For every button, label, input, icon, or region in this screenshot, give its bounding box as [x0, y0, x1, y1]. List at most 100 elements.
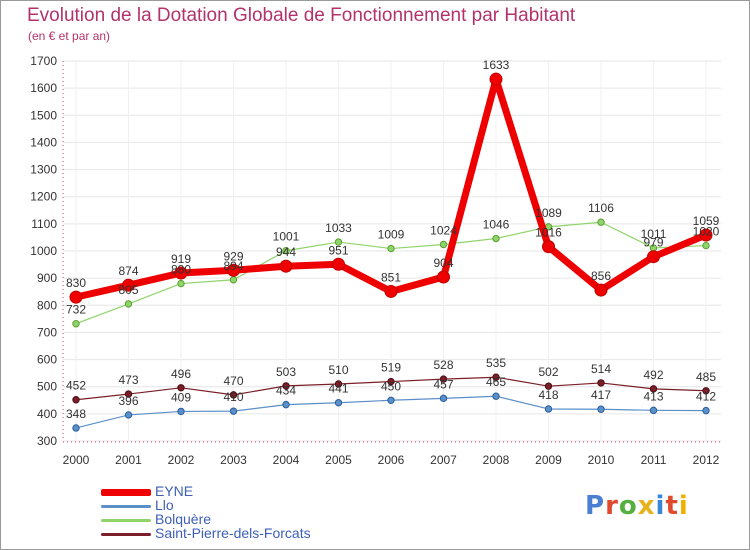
data-label: 894: [223, 259, 243, 273]
data-label: 450: [381, 379, 401, 393]
logo-letter: i: [655, 491, 666, 521]
data-label: 1059: [693, 214, 720, 228]
data-label: 535: [486, 356, 506, 370]
data-label: 396: [118, 394, 138, 408]
y-tick-label: 600: [37, 353, 57, 367]
data-point: [439, 240, 448, 249]
legend-item: Bolquère: [101, 511, 361, 527]
data-label: 452: [66, 379, 86, 393]
data-point: [597, 218, 605, 226]
x-tick-label: 2003: [220, 453, 247, 467]
data-label: 441: [328, 382, 348, 396]
logo-letter: o: [618, 491, 638, 521]
data-label: 409: [171, 390, 191, 404]
data-label: 473: [118, 373, 138, 387]
data-label: 502: [538, 365, 558, 379]
data-label: 1020: [693, 225, 720, 239]
legend-swatch: [101, 518, 151, 522]
data-label: 951: [328, 243, 348, 257]
data-label: 1009: [378, 228, 405, 242]
legend-item: Saint-Pierre-dels-Forcats: [101, 525, 361, 541]
data-label: 1046: [483, 218, 510, 232]
data-point: [72, 320, 80, 328]
data-label: 496: [171, 367, 191, 381]
data-point: [334, 399, 343, 407]
legend-label: Bolquère: [155, 511, 212, 527]
x-tick-label: 2009: [535, 453, 562, 467]
data-point: [597, 405, 605, 413]
legend-swatch: [101, 488, 151, 496]
data-point: [279, 259, 293, 273]
data-point: [649, 406, 658, 415]
data-label: 732: [66, 303, 86, 317]
data-label: 856: [591, 269, 611, 283]
data-label: 465: [486, 375, 506, 389]
y-tick-label: 1200: [30, 190, 57, 204]
data-label: 1633: [483, 58, 510, 72]
data-label: 528: [433, 358, 453, 372]
logo-letter: i: [678, 491, 689, 521]
data-label: 413: [643, 389, 663, 403]
y-tick-label: 700: [37, 325, 57, 339]
y-tick-label: 1300: [30, 163, 57, 177]
data-point: [177, 384, 185, 392]
y-tick-label: 1000: [30, 244, 57, 258]
data-label: 434: [276, 384, 296, 398]
data-label: 979: [643, 236, 663, 250]
data-label: 492: [643, 368, 663, 382]
data-point: [72, 396, 80, 404]
chart-title: Evolution de la Dotation Globale de Fonc…: [27, 5, 576, 26]
data-point: [227, 263, 240, 277]
data-label: 485: [696, 370, 716, 384]
data-point: [702, 406, 710, 415]
logo-letter: t: [665, 491, 679, 521]
y-tick-label: 1500: [30, 108, 57, 122]
y-tick-label: 1100: [31, 217, 57, 231]
data-label: 1033: [325, 221, 352, 235]
x-tick-label: 2007: [430, 453, 457, 467]
data-point: [437, 270, 450, 284]
data-label: 851: [381, 270, 401, 284]
data-point: [702, 387, 710, 395]
data-point: [174, 266, 188, 280]
chart-subtitle: (en € et par an): [28, 29, 111, 43]
proxiti-logo: Proxiti: [585, 491, 689, 521]
x-tick-label: 2000: [63, 453, 90, 467]
legend-label: Llo: [155, 497, 174, 513]
data-point: [229, 407, 238, 415]
data-label: 503: [276, 365, 296, 379]
x-tick-label: 2012: [693, 453, 720, 467]
data-point: [702, 241, 710, 250]
data-point: [69, 290, 83, 304]
data-point: [124, 390, 133, 398]
legend-label: EYNE: [155, 483, 194, 499]
data-label: 457: [433, 377, 453, 391]
data-point: [177, 279, 185, 288]
y-tick-label: 1400: [30, 135, 57, 149]
data-point: [699, 228, 713, 242]
logo-letter: x: [637, 491, 656, 521]
data-point: [647, 250, 660, 264]
data-point: [439, 375, 448, 383]
data-point: [122, 278, 135, 292]
data-point: [384, 284, 398, 298]
data-point: [282, 247, 290, 255]
x-tick-label: 2004: [273, 453, 300, 467]
x-tick-label: 2002: [168, 453, 195, 467]
logo-letter: P: [585, 491, 606, 521]
data-label: 1089: [535, 206, 562, 220]
data-point: [492, 392, 500, 400]
legend-item: EYNE: [101, 483, 361, 499]
x-tick-label: 2005: [325, 453, 352, 467]
series-lines: [69, 72, 713, 432]
data-label: 944: [276, 245, 296, 259]
data-label: 1024: [430, 223, 457, 237]
data-point: [229, 391, 238, 399]
data-point: [387, 377, 395, 386]
data-label: 1106: [588, 201, 614, 215]
data-label: 514: [591, 362, 611, 376]
y-tick-label: 400: [37, 407, 57, 421]
x-tick-label: 2001: [115, 453, 142, 467]
chart-legend: EYNE Llo Bolquère Saint-Pierre-dels-Forcats: [101, 483, 361, 541]
